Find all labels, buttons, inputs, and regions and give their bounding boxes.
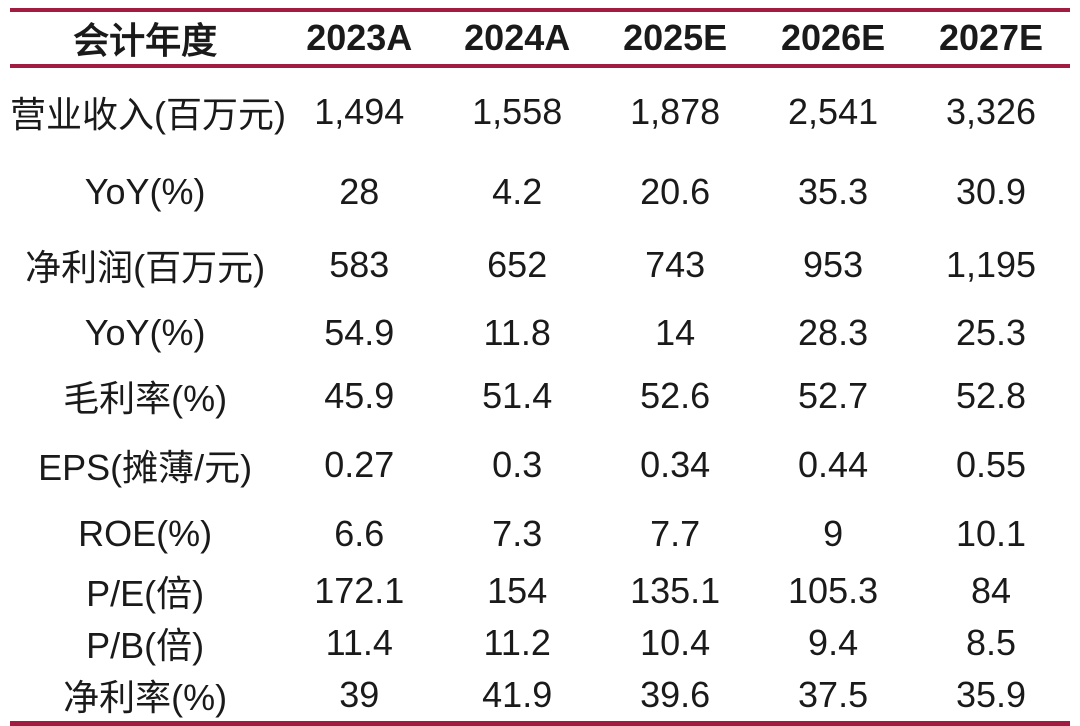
cell: 583	[329, 244, 390, 285]
cell: 0.44	[798, 444, 869, 485]
table-row: 毛利率(%) 45.9 51.4 52.6 52.7 52.8	[10, 364, 1070, 428]
cell: 52.8	[955, 375, 1027, 416]
table-body: 营业收入(百万元) 1,494 1,558 1,878 2,541 3,326 YoY(%)…	[10, 66, 1070, 724]
cell: 39.6	[640, 674, 711, 715]
column-header-2025e: 2025E	[623, 17, 728, 58]
row-label: 净利润(百万元)	[25, 247, 266, 288]
cell: 2,541	[788, 90, 879, 132]
table-row: P/B(倍) 11.4 11.2 10.4 9.4 8.5	[10, 617, 1070, 669]
column-header-2024a: 2024A	[464, 17, 571, 58]
cell: 84	[971, 570, 1012, 611]
table-row: YoY(%) 28 4.2 20.6 35.3 30.9	[10, 155, 1070, 228]
cell: 28.3	[798, 312, 869, 353]
cell: 28	[339, 170, 380, 212]
cell: 4.2	[492, 170, 543, 212]
cell: 154	[487, 570, 548, 611]
cell: 45.9	[324, 375, 395, 416]
cell: 54.9	[324, 312, 395, 353]
table-row: YoY(%) 54.9 11.8 14 28.3 25.3	[10, 302, 1070, 364]
cell: 7.3	[492, 512, 543, 554]
cell: 1,494	[314, 90, 405, 132]
cell: 135.1	[630, 570, 721, 611]
table-row: 净利率(%) 39 41.9 39.6 37.5 35.9	[10, 669, 1070, 724]
cell: 11.4	[325, 622, 393, 663]
table-row: EPS(摊薄/元) 0.27 0.3 0.34 0.44 0.55	[10, 428, 1070, 502]
cell: 52.7	[798, 375, 869, 416]
cell: 7.7	[650, 512, 701, 554]
cell: 35.3	[798, 170, 869, 212]
row-label: 净利率(%)	[63, 677, 228, 718]
cell: 8.5	[966, 622, 1017, 663]
cell: 3,326	[945, 90, 1037, 132]
cell: 0.55	[955, 444, 1027, 485]
row-label: P/B(倍)	[86, 625, 205, 666]
cell: 0.27	[324, 444, 395, 485]
row-label: ROE(%)	[78, 512, 213, 554]
cell: 35.9	[955, 674, 1027, 715]
cell: 0.34	[640, 444, 711, 485]
cell: 652	[487, 244, 548, 285]
cell: 52.6	[640, 375, 711, 416]
cell: 51.4	[482, 375, 553, 416]
cell: 10.1	[955, 512, 1027, 554]
cell: 37.5	[798, 674, 869, 715]
cell: 9.4	[808, 622, 859, 663]
cell: 30.9	[955, 170, 1027, 212]
cell: 0.3	[492, 444, 543, 485]
financial-summary-table: 会计年度 2023A 2024A 2025E 2026E 2027E 营业收入(…	[10, 8, 1070, 726]
table-row: 净利润(百万元) 583 652 743 953 1,195	[10, 228, 1070, 302]
cell: 11.8	[483, 312, 551, 353]
cell: 20.6	[640, 170, 711, 212]
row-label: 毛利率(%)	[63, 378, 228, 419]
cell: 6.6	[334, 512, 385, 554]
cell: 39	[339, 674, 380, 715]
cell: 25.3	[955, 312, 1027, 353]
column-header-fiscal-year: 会计年度	[73, 20, 218, 61]
column-header-2026e: 2026E	[781, 17, 886, 58]
cell: 14	[655, 312, 696, 353]
cell: 1,558	[472, 90, 563, 132]
cell: 953	[803, 244, 864, 285]
cell: 41.9	[482, 674, 553, 715]
row-label: 营业收入(百万元)	[10, 93, 286, 135]
row-label: P/E(倍)	[86, 573, 205, 614]
cell: 11.2	[483, 622, 551, 663]
table-row: P/E(倍) 172.1 154 135.1 105.3 84	[10, 565, 1070, 617]
row-label: YoY(%)	[84, 312, 206, 353]
column-header-2027e: 2027E	[938, 17, 1044, 58]
cell: 743	[645, 244, 706, 285]
table-row: 营业收入(百万元) 1,494 1,558 1,878 2,541 3,326	[10, 66, 1070, 155]
cell: 172.1	[314, 570, 405, 611]
cell: 9	[823, 512, 844, 554]
table-row: ROE(%) 6.6 7.3 7.7 9 10.1	[10, 502, 1070, 565]
row-label: EPS(摊薄/元)	[38, 447, 253, 488]
header-row: 会计年度 2023A 2024A 2025E 2026E 2027E	[10, 10, 1070, 66]
cell: 1,195	[945, 244, 1037, 285]
cell: 1,878	[630, 90, 721, 132]
row-label: YoY(%)	[84, 170, 206, 212]
table-header: 会计年度 2023A 2024A 2025E 2026E 2027E	[10, 10, 1070, 66]
column-header-2023a: 2023A	[306, 17, 413, 58]
cell: 105.3	[788, 570, 879, 611]
cell: 10.4	[640, 622, 711, 663]
